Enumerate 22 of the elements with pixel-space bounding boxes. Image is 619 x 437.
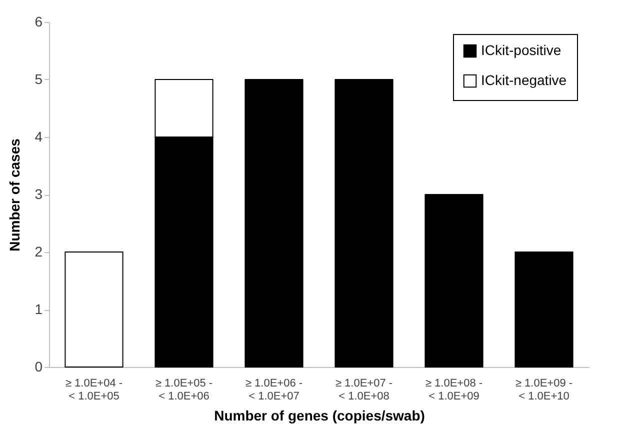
y-tick-label: 2	[34, 244, 43, 260]
y-tick-label: 4	[34, 128, 43, 144]
y-tick-label: 5	[34, 71, 43, 87]
x-tick-label: ≥ 1.0E+04 - < 1.0E+05	[65, 378, 123, 402]
x-tick-label: ≥ 1.0E+07 - < 1.0E+08	[335, 378, 393, 402]
x-tick-label: ≥ 1.0E+06 - < 1.0E+07	[245, 378, 303, 402]
x-tick-label: ≥ 1.0E+08 - < 1.0E+09	[425, 378, 483, 402]
y-tick-label: 0	[34, 358, 43, 374]
bar	[514, 252, 574, 368]
legend-label: ICkit-negative	[481, 72, 567, 88]
x-tick-label: ≥ 1.0E+09 - < 1.0E+10	[515, 378, 573, 402]
legend-label: ICkit-positive	[481, 42, 562, 58]
bar	[424, 194, 484, 368]
y-tick-label: 6	[34, 14, 43, 30]
x-tick-label: ≥ 1.0E+05 - < 1.0E+06	[155, 378, 213, 402]
x-axis-title: Number of genes (copies/swab)	[214, 408, 425, 424]
y-tick-label: 1	[34, 301, 43, 317]
y-axis-title: Number of cases	[6, 138, 23, 252]
bar	[244, 79, 304, 368]
y-tick-label: 3	[34, 186, 43, 202]
bar	[64, 252, 124, 368]
bar	[334, 79, 394, 368]
